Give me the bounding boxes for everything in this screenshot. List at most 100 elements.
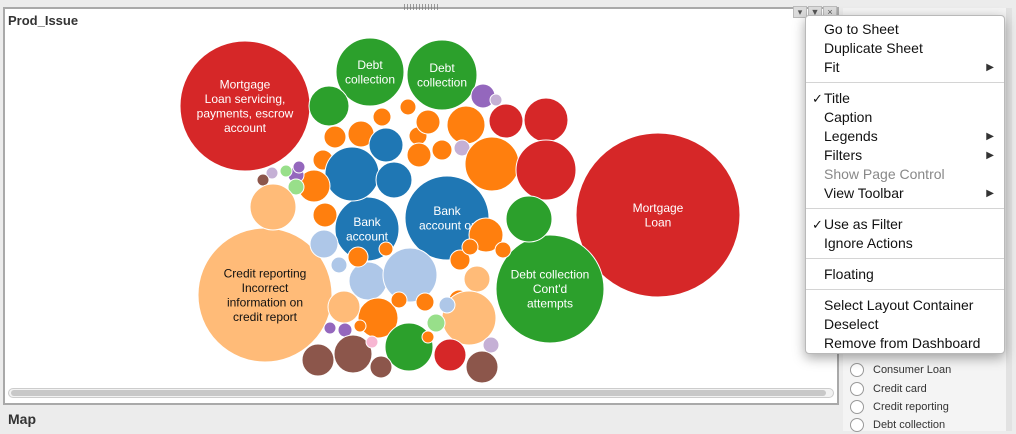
menu-item-duplicate-sheet[interactable]: Duplicate Sheet [806, 39, 1004, 58]
menu-item-view-toolbar[interactable]: View Toolbar ▶ [806, 184, 1004, 203]
bubble[interactable] [515, 139, 577, 201]
bubble[interactable] [399, 98, 417, 116]
bubble[interactable] [372, 107, 392, 127]
radio-icon[interactable] [850, 400, 864, 414]
bubble[interactable] [323, 125, 347, 149]
bubble[interactable] [348, 261, 388, 301]
bubble[interactable] [347, 246, 369, 268]
legend-item[interactable]: Consumer Loan [850, 361, 951, 379]
bubble[interactable] [384, 322, 434, 372]
bubble[interactable] [357, 297, 399, 339]
bubble[interactable] [461, 238, 479, 256]
horizontal-scrollbar[interactable] [8, 388, 834, 398]
sheet-title: Prod_Issue [8, 13, 79, 28]
bubble[interactable] [415, 292, 435, 312]
menu-label: Show Page Control [824, 166, 945, 182]
menu-item-title[interactable]: ✓ Title [806, 89, 1004, 108]
menu-item-select-layout-container[interactable]: Select Layout Container [806, 296, 1004, 315]
bubble-label-line: Mortgage [220, 77, 271, 91]
bubble[interactable] [333, 334, 373, 374]
bubble[interactable] [438, 296, 456, 314]
menu-item-use-as-filter[interactable]: ✓ Use as Filter [806, 215, 1004, 234]
bubble[interactable] [426, 313, 446, 333]
bubble[interactable] [421, 330, 435, 344]
bubble[interactable] [390, 291, 408, 309]
bubble[interactable] [330, 256, 348, 274]
bubble-debt-collection-2[interactable] [406, 39, 478, 111]
bubble[interactable] [449, 249, 471, 271]
bubble[interactable] [323, 321, 337, 335]
bubble[interactable] [446, 105, 486, 145]
menu-label: Use as Filter [824, 216, 903, 232]
bubble[interactable] [431, 139, 453, 161]
bubble[interactable] [308, 85, 350, 127]
menu-item-deselect[interactable]: Deselect [806, 315, 1004, 334]
bubble-label-line: Debt [357, 58, 383, 72]
bubble[interactable] [463, 265, 491, 293]
scrollbar-thumb[interactable] [11, 390, 826, 396]
menu-separator [806, 289, 1004, 290]
move-grip-handle[interactable] [404, 4, 438, 10]
menu-separator [806, 82, 1004, 83]
menu-item-ignore-actions[interactable]: Ignore Actions [806, 234, 1004, 253]
bubble[interactable] [265, 166, 279, 180]
bubble-label: Debt collection [417, 61, 467, 90]
bubble[interactable] [369, 355, 393, 379]
bubble[interactable] [375, 161, 413, 199]
bubble[interactable] [464, 136, 520, 192]
bubble[interactable] [353, 319, 367, 333]
menu-label: Fit [824, 59, 840, 75]
bubble[interactable] [415, 109, 441, 135]
bubble[interactable] [365, 335, 379, 349]
bubble[interactable] [279, 164, 293, 178]
bubble[interactable] [249, 183, 297, 231]
bubble-debt-collection-1[interactable] [335, 37, 405, 107]
radio-icon[interactable] [850, 363, 864, 377]
legend-item[interactable]: Credit reporting [850, 398, 949, 416]
bubble[interactable] [301, 343, 335, 377]
bubble[interactable] [327, 290, 361, 324]
bubble[interactable] [324, 146, 380, 202]
bubble[interactable] [382, 247, 438, 303]
menu-item-remove-from-dashboard[interactable]: Remove from Dashboard [806, 334, 1004, 353]
bubble-mortgage-loan[interactable] [575, 132, 741, 298]
bubble[interactable] [406, 142, 432, 168]
bubble[interactable] [433, 338, 467, 372]
radio-icon[interactable] [850, 382, 864, 396]
menu-item-floating[interactable]: Floating [806, 265, 1004, 284]
bubble-chart[interactable]: Mortgage Loan servicing, payments, escrow a… [8, 36, 836, 384]
bubble-debt-collection-contd[interactable] [495, 234, 605, 344]
legend-scrollbar[interactable] [1006, 8, 1012, 431]
bubble[interactable] [256, 173, 270, 187]
bubble[interactable] [505, 195, 553, 243]
menu-item-go-to-sheet[interactable]: Go to Sheet [806, 20, 1004, 39]
radio-icon[interactable] [850, 418, 864, 432]
bubble[interactable] [488, 103, 524, 139]
bubble[interactable] [378, 241, 394, 257]
bubble[interactable] [292, 160, 306, 174]
bubble[interactable] [465, 350, 499, 384]
bubble[interactable] [523, 97, 569, 143]
bubble[interactable] [489, 93, 503, 107]
bubble[interactable] [368, 127, 404, 163]
bubble-chart-svg[interactable]: Mortgage Loan servicing, payments, escrow a… [8, 36, 836, 384]
menu-item-fit[interactable]: Fit ▶ [806, 58, 1004, 77]
bubble[interactable] [287, 178, 305, 196]
submenu-arrow-icon: ▶ [986, 131, 994, 142]
map-sheet-title: Map [8, 411, 36, 427]
legend-item[interactable]: Credit card [850, 380, 927, 398]
bubble[interactable] [312, 202, 338, 228]
bubble[interactable] [482, 336, 500, 354]
bubble[interactable] [309, 229, 339, 259]
dropdown-arrow-icon[interactable]: ▾ [793, 6, 807, 18]
bubble-label-line: Cont'd [533, 282, 567, 296]
bubble-label-line: Bank [353, 215, 381, 229]
legend-item[interactable]: Debt collection [850, 416, 945, 434]
bubble-label-line: account [224, 121, 267, 135]
menu-item-legends[interactable]: Legends ▶ [806, 127, 1004, 146]
menu-item-caption[interactable]: Caption [806, 108, 1004, 127]
menu-item-filters[interactable]: Filters ▶ [806, 146, 1004, 165]
bubble-label-line: Mortgage [633, 201, 684, 215]
bubble-label-line: collection [417, 75, 467, 89]
bubble[interactable] [494, 241, 512, 259]
